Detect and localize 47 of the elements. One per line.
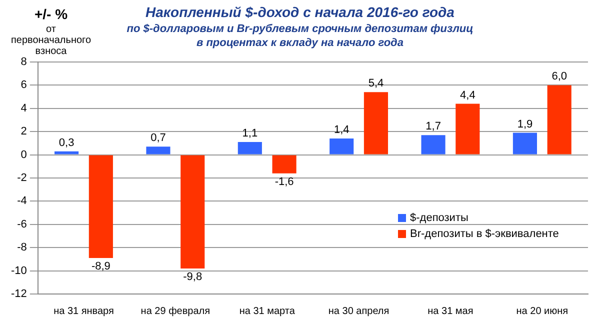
bar xyxy=(547,85,572,154)
chart-subtitle: по $-долларовым и Br-рублевым срочным депозитам физлиц в процентах к вкладу на начало года xyxy=(126,22,474,50)
x-tick-label: на 30 апреля xyxy=(328,306,390,317)
data-label: 4,4 xyxy=(460,89,476,102)
bar xyxy=(180,155,205,268)
bar xyxy=(456,104,480,154)
data-label: 0,7 xyxy=(150,132,166,144)
y-tick-label: 4 xyxy=(20,102,27,114)
x-tick-label: на 29 февраля xyxy=(140,306,210,317)
data-label: -1,6 xyxy=(274,176,294,188)
legend-label: $-депозиты xyxy=(410,212,468,224)
bar xyxy=(421,135,446,154)
y-axis-title: +/- % xyxy=(33,6,69,22)
legend-label: Br-депозиты в $-эквиваленте xyxy=(410,228,559,240)
y-tick-label: -12 xyxy=(10,288,27,300)
data-label: 5,4 xyxy=(368,78,384,90)
y-tick-label: -8 xyxy=(17,242,27,254)
text: от первоначального взноса xyxy=(10,24,92,57)
data-label: 1,1 xyxy=(242,128,258,140)
y-tick-label: 2 xyxy=(20,126,27,138)
bar xyxy=(88,155,113,258)
y-tick-label: -6 xyxy=(17,218,27,230)
data-label: 1,9 xyxy=(517,118,533,130)
bar xyxy=(330,138,354,154)
chart-title: Накопленный $-доход с начала 2016-го года xyxy=(144,4,456,20)
y-tick-label: -2 xyxy=(17,172,27,184)
data-label: 0,3 xyxy=(58,136,74,149)
data-label: -8,9 xyxy=(91,260,110,273)
x-tick-label: на 20 июня xyxy=(516,306,568,317)
bar xyxy=(54,151,79,154)
y-tick-label: -10 xyxy=(10,264,27,277)
data-label: 1,7 xyxy=(426,120,441,133)
data-label: -9,8 xyxy=(183,271,202,284)
y-tick-label: 8 xyxy=(20,56,27,68)
data-label: 6,0 xyxy=(552,70,567,83)
y-tick-label: 0 xyxy=(20,148,27,161)
y-tick-label: 6 xyxy=(20,79,27,92)
bar xyxy=(238,142,262,154)
x-tick-label: на 31 мая xyxy=(428,306,474,317)
y-tick-label: -4 xyxy=(17,195,27,208)
data-label: 1,4 xyxy=(334,124,350,136)
bar xyxy=(272,155,296,174)
x-tick-label: на 31 января xyxy=(54,306,114,317)
bar xyxy=(364,92,388,154)
x-tick-label: на 31 марта xyxy=(239,306,296,317)
bar xyxy=(146,146,170,154)
bar xyxy=(512,132,537,154)
